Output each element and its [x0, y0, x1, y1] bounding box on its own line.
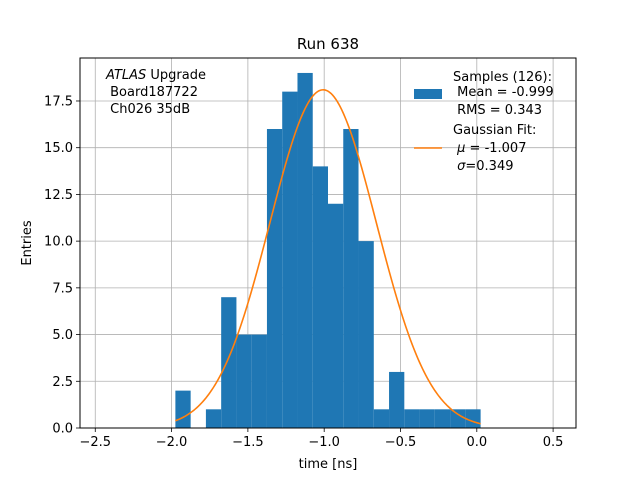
y-tick-label: 10.0 — [44, 235, 73, 250]
x-tick-label: −2.0 — [156, 435, 188, 450]
histogram-bar — [389, 371, 405, 428]
histogram-bar — [343, 129, 359, 428]
histogram-bar — [282, 91, 298, 429]
legend-fit-mu-symbol: μ — [453, 141, 465, 156]
histogram-bar — [434, 409, 451, 428]
y-tick-label: 5.0 — [52, 328, 73, 343]
legend-fit-sigma-symbol: σ — [453, 159, 466, 174]
annotation-channel: Ch026 35dB — [106, 102, 190, 117]
histogram-bar — [266, 129, 283, 428]
histogram-bar — [419, 409, 435, 428]
svg-text:μ = -1.007: μ = -1.007 — [453, 141, 526, 156]
histogram-bar — [221, 297, 237, 428]
y-tick-label: 17.5 — [44, 94, 73, 109]
annotation-atlas: ATLAS — [105, 68, 146, 83]
x-axis-label: time [ns] — [299, 457, 358, 472]
svg-text:ATLAS Upgrade: ATLAS Upgrade — [105, 68, 206, 83]
x-tick-label: −0.5 — [385, 435, 417, 450]
legend-samples-line2: Mean = -0.999 — [453, 85, 554, 100]
y-tick-label: 15.0 — [44, 141, 73, 156]
plot-frame — [79, 57, 577, 429]
y-tick-label: 2.5 — [52, 375, 73, 390]
y-tick-label: 0.0 — [52, 422, 73, 437]
histogram-bar — [404, 409, 420, 428]
x-tick-label: 0.5 — [543, 435, 564, 450]
histogram-bar — [297, 72, 313, 428]
x-tick-label: −1.5 — [232, 435, 264, 450]
annotation-board: Board187722 — [106, 85, 198, 100]
histogram-bar — [450, 409, 466, 428]
legend: Samples (126): Mean = -0.999 RMS = 0.343… — [414, 70, 554, 174]
histogram-bar — [251, 334, 267, 428]
x-axis-ticks: −2.5 −2.0 −1.5 −1.0 −0.5 0.0 0.5 — [79, 428, 563, 450]
legend-fit-mu-value: = -1.007 — [465, 141, 526, 156]
histogram-bar — [373, 409, 390, 428]
chart-title: Run 638 — [297, 35, 359, 53]
svg-text:σ=0.349: σ=0.349 — [453, 159, 513, 174]
histogram-bar — [312, 166, 328, 428]
legend-fit-line1: Gaussian Fit: — [453, 123, 536, 138]
gaussian-fit-curve — [175, 88, 481, 425]
histogram-bar — [205, 409, 222, 428]
histogram-bars — [175, 72, 481, 429]
annotation-upgrade: Upgrade — [146, 68, 206, 83]
atlas-annotation: ATLAS Upgrade Board187722 Ch026 35dB — [105, 68, 206, 117]
legend-samples-line1: Samples (126): — [453, 70, 552, 85]
x-tick-label: −2.5 — [79, 435, 111, 450]
histogram-bar — [328, 203, 344, 428]
histogram-bar — [175, 390, 191, 428]
histogram-bar — [358, 241, 374, 428]
legend-samples-swatch — [414, 89, 442, 99]
histogram-bar — [236, 334, 252, 428]
y-tick-label: 7.5 — [52, 281, 73, 296]
legend-fit-sigma-value: =0.349 — [465, 159, 513, 174]
y-axis-ticks: 0.0 2.5 5.0 7.5 10.0 12.5 15.0 17.5 — [44, 94, 80, 437]
y-axis-label: Entries — [20, 220, 35, 266]
y-tick-label: 12.5 — [44, 188, 73, 203]
x-tick-label: 0.0 — [466, 435, 487, 450]
legend-samples-line3: RMS = 0.343 — [453, 103, 542, 118]
x-tick-label: −1.0 — [308, 435, 340, 450]
